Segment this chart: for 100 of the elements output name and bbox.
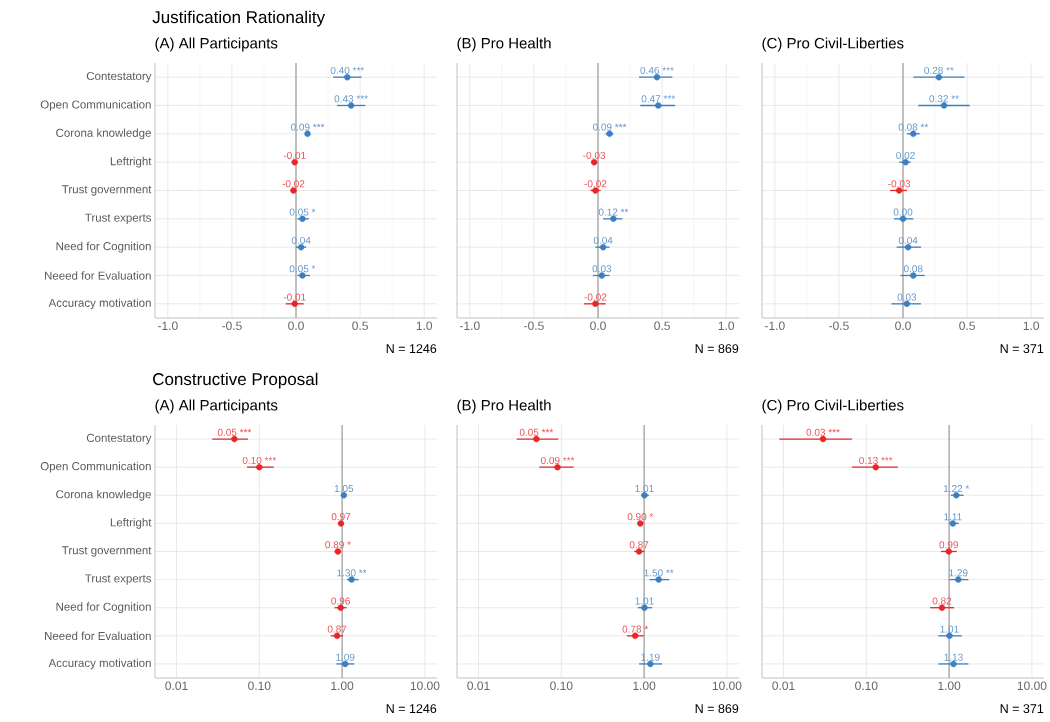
x-tick-label: 0.10 [550, 681, 573, 691]
data-label: 0.46 *** [640, 66, 674, 74]
y-tick-label: Trust experts [85, 574, 152, 585]
data-label: 1.22 * [943, 485, 970, 493]
x-tick-label: 10.00 [1017, 681, 1047, 691]
x-tick-label: -0.5 [222, 321, 242, 331]
x-tick-label: -1.0 [460, 321, 480, 331]
data-label: 0.04 [291, 236, 311, 244]
data-label: 0.08 ** [898, 123, 929, 131]
data-label: 0.28 ** [924, 66, 954, 74]
data-label: 0.97 [331, 513, 351, 521]
y-tick-label: Neeed for Evaluation [45, 631, 151, 641]
x-tick-label: 0.10 [855, 681, 878, 691]
x-tick-label: 0.01 [165, 681, 188, 691]
chart-title: Constructive Proposal [153, 372, 318, 389]
y-tick-label: Open Communication [40, 461, 151, 473]
chart-subtitle: (B) Pro Health [457, 399, 551, 414]
data-label: 1.01 [635, 485, 654, 493]
text: N = 1246 [386, 344, 437, 354]
data-label: 1.13 [944, 653, 963, 661]
data-label: -0.03 [888, 180, 911, 188]
data-label: 1.05 [334, 485, 354, 493]
x-tick-label: 0.0 [288, 321, 304, 331]
data-label: 0.08 [903, 265, 923, 273]
x-tick-label: 1.0 [416, 321, 433, 331]
x-tick-label: 0.0 [590, 321, 606, 331]
data-label: -0.02 [584, 293, 607, 301]
data-label: 1.01 [635, 597, 654, 605]
data-label: -0.03 [583, 151, 606, 159]
data-label: 0.47 *** [641, 95, 676, 103]
data-label: 1.30 ** [337, 569, 367, 577]
data-label: 0.90 * [627, 513, 654, 521]
data-label: 0.78 * [622, 625, 649, 633]
data-label: 0.87 [629, 541, 649, 549]
data-label: 0.89 * [325, 541, 351, 549]
x-tick-label: 0.5 [959, 321, 975, 331]
x-tick-label: 10.00 [410, 681, 440, 691]
y-tick-label: Leftright [110, 156, 152, 168]
chart-subtitle: (A) All Participants [155, 37, 278, 52]
data-label: 1.50 ** [644, 569, 674, 577]
y-tick-label: Accuracy motivation [48, 298, 151, 310]
data-label: -0.02 [282, 180, 305, 188]
x-tick-label: -1.0 [158, 321, 178, 331]
data-label: 0.09 *** [592, 123, 627, 131]
text: N = 371 [1000, 704, 1044, 714]
data-label: 0.05 * [289, 208, 316, 216]
x-tick-label: 0.5 [654, 321, 670, 331]
data-label: 0.03 *** [806, 428, 840, 436]
data-label: 0.87 [327, 625, 347, 633]
data-label: 0.82 [932, 597, 952, 605]
data-label: 1.29 [949, 569, 968, 577]
data-label: 0.04 [898, 236, 918, 244]
chart-subtitle: (B) Pro Health [457, 37, 551, 52]
x-tick-label: 0.0 [895, 321, 911, 331]
x-tick-label: 0.01 [772, 681, 795, 691]
y-tick-label: Open Communication [40, 100, 151, 111]
x-tick-label: 1.00 [938, 681, 961, 691]
y-tick-label: Trust government [62, 185, 152, 196]
x-tick-label: -1.0 [765, 321, 785, 331]
data-label: 0.05 *** [519, 428, 554, 436]
data-label: 0.05 *** [217, 428, 252, 436]
y-tick-label: Corona knowledge [56, 128, 151, 140]
data-label: 0.99 [939, 541, 959, 549]
y-tick-label: Contestatory [86, 433, 152, 445]
data-label: 1.11 [944, 513, 962, 521]
data-label: 0.05 * [289, 265, 316, 273]
chart-subtitle: (C) Pro Civil-Liberties [762, 37, 904, 52]
data-label: -0.01 [283, 151, 306, 159]
data-label: 0.00 [893, 208, 913, 216]
x-tick-label: -0.5 [524, 321, 544, 331]
x-tick-label: 0.10 [248, 681, 271, 691]
data-label: 1.01 [940, 625, 959, 633]
data-label: -0.01 [283, 293, 306, 301]
data-label: 0.40 *** [330, 66, 365, 74]
text: N = 1246 [386, 704, 437, 714]
chart-subtitle: (A) All Participants [155, 399, 278, 414]
x-tick-label: 0.5 [352, 321, 368, 331]
y-tick-label: Trust government [62, 546, 152, 557]
text: N = 869 [695, 344, 739, 354]
y-tick-label: Corona knowledge [56, 489, 151, 501]
data-label: 1.09 [336, 653, 355, 661]
y-tick-label: Need for Cognition [56, 241, 151, 253]
data-label: 0.43 *** [334, 95, 368, 103]
y-tick-label: Contestatory [86, 71, 152, 83]
x-tick-label: 1.00 [633, 681, 656, 691]
y-tick-label: Need for Cognition [56, 602, 151, 614]
data-label: 0.12 ** [598, 208, 629, 216]
data-label: 0.96 [331, 597, 350, 605]
x-tick-label: 10.00 [712, 681, 742, 691]
data-label: 0.10 *** [242, 456, 277, 464]
chart-title: Justification Rationality [152, 10, 326, 27]
text: N = 371 [1000, 344, 1044, 354]
data-label: 0.09 *** [540, 456, 575, 464]
data-label: 0.03 [897, 293, 917, 301]
text: N = 869 [695, 704, 739, 714]
y-tick-label: Accuracy motivation [48, 658, 151, 670]
x-tick-label: -0.5 [829, 321, 849, 331]
y-tick-label: Trust experts [85, 213, 152, 224]
x-tick-label: 1.00 [331, 681, 354, 691]
x-tick-label: 1.0 [718, 321, 735, 331]
